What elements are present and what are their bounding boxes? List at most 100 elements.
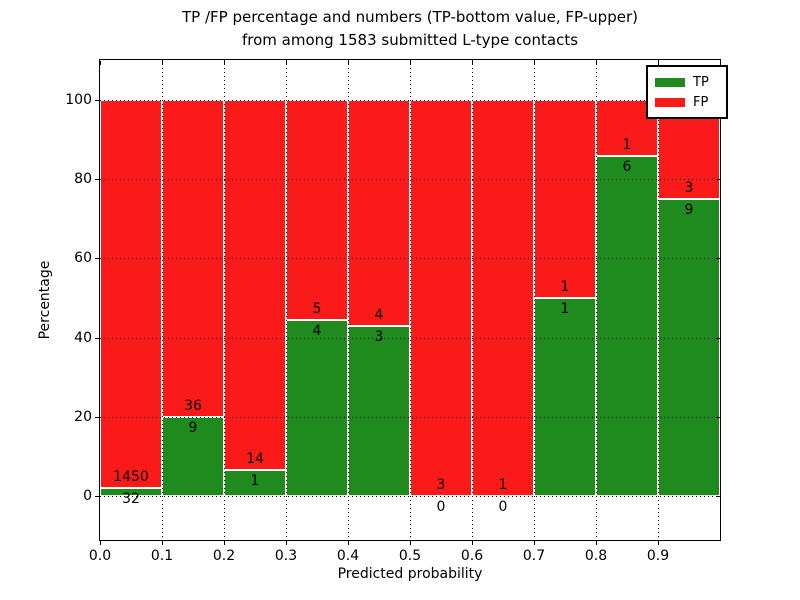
bar-count-label-fp: 1 (498, 477, 508, 494)
x-tick-label: 0.2 (212, 548, 236, 564)
x-tick-mark-top (472, 61, 473, 65)
legend-entry: TP (655, 72, 719, 92)
bar-count-label-tp: 6 (622, 159, 632, 176)
x-tick-mark-top (348, 61, 349, 65)
y-tick-label: 60 (74, 250, 92, 267)
bar-count-label-fp: 14 (246, 450, 264, 467)
x-tick-label: 0.4 (336, 548, 360, 564)
x-tick-label: 0.6 (460, 548, 484, 564)
y-tick-mark-right (717, 496, 721, 498)
y-tick-label: 80 (74, 171, 92, 187)
bar-segment-fp (534, 99, 596, 298)
y-tick-mark-right (717, 179, 721, 180)
bar-count-label-tp: 9 (188, 420, 198, 437)
bar-count-label-fp: 4 (374, 307, 384, 324)
bar-segment-tp (658, 198, 720, 497)
x-tick-mark (162, 541, 163, 545)
x-tick-label: 0.1 (150, 548, 174, 564)
legend-swatch-fp (655, 97, 685, 107)
x-tick-mark (472, 541, 473, 545)
y-tick-mark-right (717, 337, 721, 339)
y-tick-mark-right (717, 258, 721, 260)
x-tick-mark-top (596, 61, 597, 65)
x-tick-mark-top (658, 61, 659, 65)
gridline-vertical (533, 60, 535, 540)
y-tick-mark (95, 496, 99, 498)
bar-count-label-tp: 9 (684, 201, 694, 218)
x-tick-mark (286, 541, 287, 545)
x-tick-mark (100, 541, 101, 545)
x-tick-mark (410, 541, 411, 545)
y-tick-mark (95, 179, 99, 180)
bar-segment-fp (224, 99, 286, 470)
bar-segment-fp (472, 99, 534, 497)
legend: TP FP (646, 65, 728, 119)
legend-swatch-tp (655, 77, 685, 87)
x-tick-mark-top (162, 61, 163, 65)
x-tick-mark-top (534, 61, 535, 65)
x-tick-label: 0.5 (398, 548, 422, 564)
bar-count-label-fp: 1450 (113, 468, 149, 485)
chart-title: TP /FP percentage and numbers (TP-bottom… (100, 6, 720, 52)
bar-count-label-fp: 1 (622, 137, 632, 154)
x-tick-label: 0.7 (522, 548, 546, 564)
x-tick-label: 0.9 (646, 548, 670, 564)
bar-segment-tp (596, 156, 658, 497)
x-tick-mark-top (410, 61, 411, 65)
y-tick-label: 40 (74, 329, 92, 346)
y-tick-mark (95, 417, 99, 419)
x-tick-mark (224, 541, 225, 545)
legend-label: FP (693, 94, 709, 110)
y-tick-mark-right (717, 417, 721, 419)
chart-title-line1: TP /FP percentage and numbers (TP-bottom… (182, 8, 638, 26)
bar-count-label-tp: 0 (436, 499, 446, 516)
bar-count-label-tp: 1 (250, 472, 260, 489)
bar-count-label-tp: 3 (374, 329, 384, 346)
bar-segment-fp (100, 99, 162, 488)
gridline-vertical (161, 60, 163, 540)
bar-segment-tp (162, 417, 224, 497)
bar-segment-tp (348, 326, 410, 497)
bar-count-label-tp: 32 (122, 490, 140, 507)
gridline-vertical (595, 60, 597, 540)
bar-segment-tp (534, 298, 596, 497)
y-tick-label: 20 (74, 409, 92, 426)
y-tick-label: 0 (83, 488, 92, 505)
gridline-vertical (347, 60, 349, 540)
x-axis-label: Predicted probability (337, 566, 483, 582)
x-tick-mark (348, 541, 349, 545)
bar-segment-fp (348, 99, 410, 327)
x-tick-mark-top (224, 61, 225, 65)
bar-segment-tp (286, 320, 348, 497)
y-tick-mark (95, 258, 99, 260)
bar-count-label-fp: 1 (560, 279, 570, 296)
bar-count-label-fp: 3 (684, 179, 694, 196)
x-tick-label: 0.3 (274, 548, 298, 564)
x-tick-mark (534, 541, 535, 545)
gridline-vertical (471, 60, 473, 540)
legend-entry: FP (655, 92, 719, 112)
x-tick-label: 0.8 (584, 548, 608, 564)
y-axis-label: Percentage (37, 260, 53, 340)
bar-segment-fp (286, 99, 348, 321)
gridline-vertical (285, 60, 287, 540)
legend-label: TP (693, 74, 709, 90)
bar-segment-fp (410, 99, 472, 497)
x-tick-mark (658, 541, 659, 545)
bar-count-label-tp: 0 (498, 499, 508, 516)
bar-count-label-fp: 3 (436, 477, 446, 494)
y-tick-mark (95, 337, 99, 339)
x-tick-label: 0.0 (88, 548, 112, 564)
gridline-vertical (657, 60, 659, 540)
chart-title-line2: from among 1583 submitted L-type contact… (241, 31, 579, 49)
bar-count-label-fp: 5 (312, 301, 322, 318)
gridline-vertical (409, 60, 411, 540)
gridline-vertical (223, 60, 225, 540)
x-tick-mark-top (286, 61, 287, 65)
bar-count-label-tp: 4 (312, 323, 322, 340)
plot-area: 1450 32 36 9 14 1 5 4 4 3 3 0 1 0 1 1 1 6 3 9 TP FP (99, 59, 728, 541)
y-tick-label: 100 (65, 91, 92, 108)
x-tick-mark-top (100, 61, 101, 65)
x-tick-mark (596, 541, 597, 545)
